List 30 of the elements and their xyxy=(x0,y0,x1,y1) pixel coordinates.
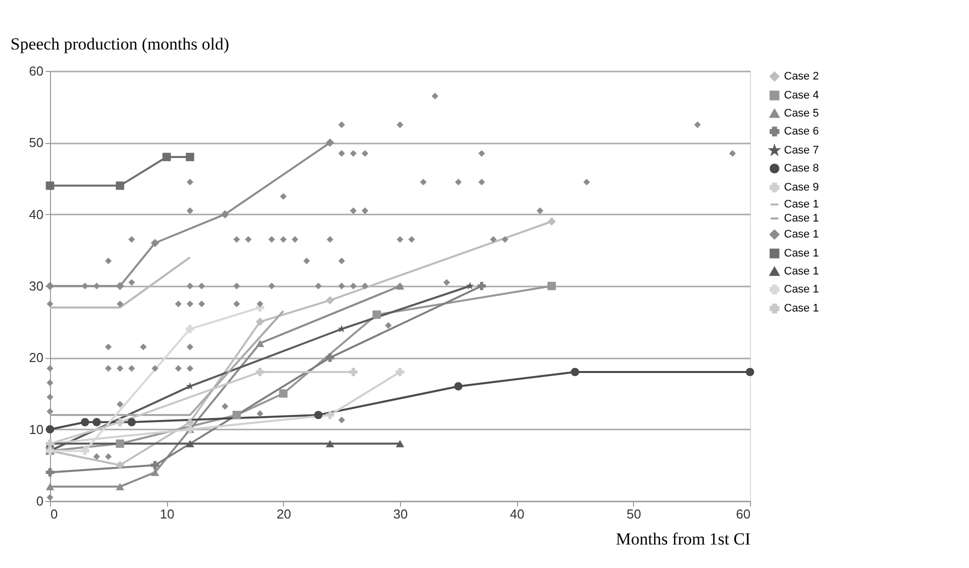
x-tick-label: 10 xyxy=(160,506,174,522)
legend-label: Case 1 xyxy=(784,212,819,224)
x-tick-label: 40 xyxy=(510,506,524,522)
legend-label: Case 7 xyxy=(784,144,819,156)
y-tick-label: 50 xyxy=(29,135,44,150)
y-tick-label: 60 xyxy=(29,64,44,78)
y-tick-label: 20 xyxy=(29,350,44,366)
x-tick-label: 30 xyxy=(393,506,408,522)
y-tick-label: 10 xyxy=(29,422,44,437)
legend-label: Case 1 xyxy=(784,248,819,260)
y-tick-label: 0 xyxy=(36,494,44,508)
x-tick-label: 20 xyxy=(276,506,292,522)
x-tick-label: 60 xyxy=(736,506,750,522)
legend-label: Case 9 xyxy=(784,182,819,194)
x-axis-title: Months from 1st CI xyxy=(616,530,751,548)
legend-label: Case 1 xyxy=(784,228,819,240)
y-axis-title: Speech production (months old) xyxy=(10,34,230,54)
y-tick-label: 30 xyxy=(29,278,44,294)
legend-label: Case 5 xyxy=(784,108,819,120)
legend-label: Case 1 xyxy=(784,284,819,296)
x-tick-label: 0 xyxy=(50,506,58,522)
legend-label: Case 8 xyxy=(784,162,819,174)
legend-label: Case 1 xyxy=(784,266,819,278)
legend-label: Case 1 xyxy=(784,198,819,210)
y-tick-label: 40 xyxy=(29,206,44,222)
legend-label: Case 4 xyxy=(784,90,819,102)
legend-label: Case 1 xyxy=(784,302,819,314)
legend-label: Case 6 xyxy=(784,126,819,138)
x-tick-label: 50 xyxy=(626,506,642,522)
legend-label: Case 2 xyxy=(784,70,819,82)
